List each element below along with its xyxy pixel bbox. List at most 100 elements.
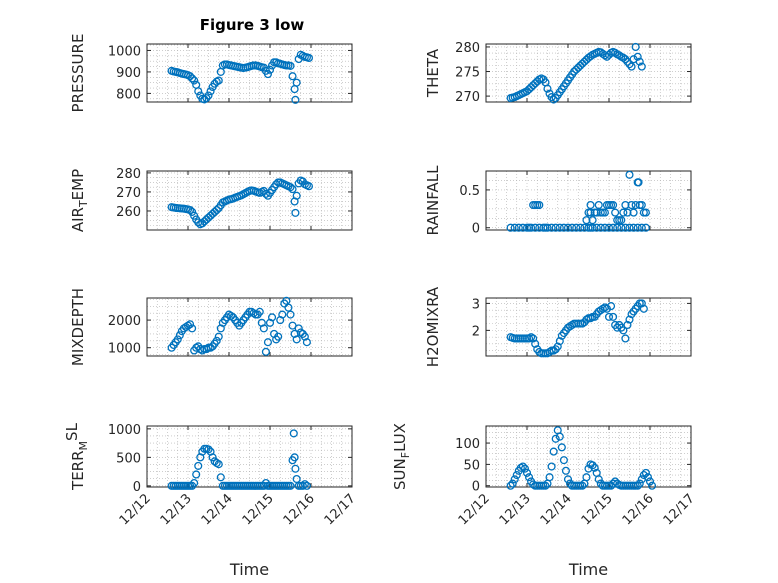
y-axis-label-main: H2OMIXRA [424,286,442,367]
data-point [545,473,554,482]
data-point [621,200,630,210]
data-point [625,315,634,324]
data-point [582,216,591,225]
data-point [298,481,307,490]
data-point [641,208,650,217]
y-tick-label: 2000 [108,314,141,329]
y-axis-label-tail: SL [63,422,81,441]
data-point [302,481,311,490]
y-tick-label: 500 [116,451,141,466]
y-tick-label: 1000 [108,342,141,357]
data-point [621,223,630,232]
y-axis-label: SUNFLUX [391,423,412,490]
axes-box [485,43,692,103]
data-point [553,342,562,351]
data-point [641,223,650,232]
data-point [204,91,213,100]
y-axis-label: RAINFALL [424,165,442,236]
data-point [278,310,287,319]
data-point [547,462,556,471]
data-point [291,95,300,104]
data-point [551,434,560,443]
data-point [190,478,199,488]
data-point [255,307,264,316]
data-point [634,178,643,187]
y-tick-label: 260 [116,205,141,220]
axes-box [146,43,353,103]
y-tick-label: 100 [455,437,480,452]
data-point [208,453,217,462]
data-point [227,311,236,321]
y-tick-label: 280 [455,41,480,56]
data-point [549,346,558,355]
data-point [639,471,648,480]
data-point [292,191,301,200]
data-point [586,314,595,323]
data-point [286,183,295,192]
data-point [214,460,223,469]
y-axis-label-main: THETA [424,48,442,98]
data-point [531,339,540,348]
y-tick-label: 280 [116,167,141,182]
y-axis-label-main: SUN [391,458,409,490]
data-point [527,333,536,342]
data-point [604,312,614,321]
data-point [563,223,573,232]
grid [146,44,353,102]
data-point [637,299,646,308]
data-point [617,223,626,232]
y-tick-label: 1000 [108,44,141,59]
data-point [196,345,205,354]
data-point [282,296,291,305]
data-point [629,208,638,217]
data-point [600,208,609,217]
data-point [261,347,270,356]
data-point [633,481,642,490]
data-point [623,320,632,330]
y-axis-label: H2OMIXRA [424,286,442,367]
data-point [606,302,616,311]
y-tick-label: 0 [133,480,141,495]
data-point [625,223,634,232]
subplot-3: 260 270 280 AIRTEMP [69,167,353,232]
data-point [594,307,603,316]
data-point [259,324,268,333]
data-point [296,328,305,337]
axes-box [146,170,353,231]
data-point [629,223,638,232]
y-tick-label: 0 [472,480,480,495]
data-point [619,208,628,217]
data-point [529,334,538,343]
data-point [190,76,199,85]
data-point [188,324,197,333]
data-point [506,223,515,232]
axes-box [146,297,353,357]
data-point [563,475,573,484]
y-axis-label: PRESSURE [69,34,87,113]
data-point [576,223,585,232]
series-markers [167,50,314,104]
data-point [214,76,223,85]
data-point [508,479,517,488]
data-point [531,223,540,232]
data-point [627,62,636,71]
data-point [555,223,564,232]
data-point [611,48,620,57]
data-point [643,473,652,482]
data-point [549,95,558,104]
data-point [212,205,221,215]
data-point [518,223,527,232]
series-markers [167,429,311,490]
data-point [639,304,648,313]
data-point [635,57,644,66]
data-point [633,52,642,61]
data-point [609,223,618,232]
data-point [580,223,589,232]
data-point [631,200,640,210]
data-point [561,466,570,475]
data-point [288,185,297,194]
y-axis-label-sub: T [77,200,90,208]
data-point [288,72,297,81]
data-point [604,223,614,232]
data-point [619,326,628,335]
